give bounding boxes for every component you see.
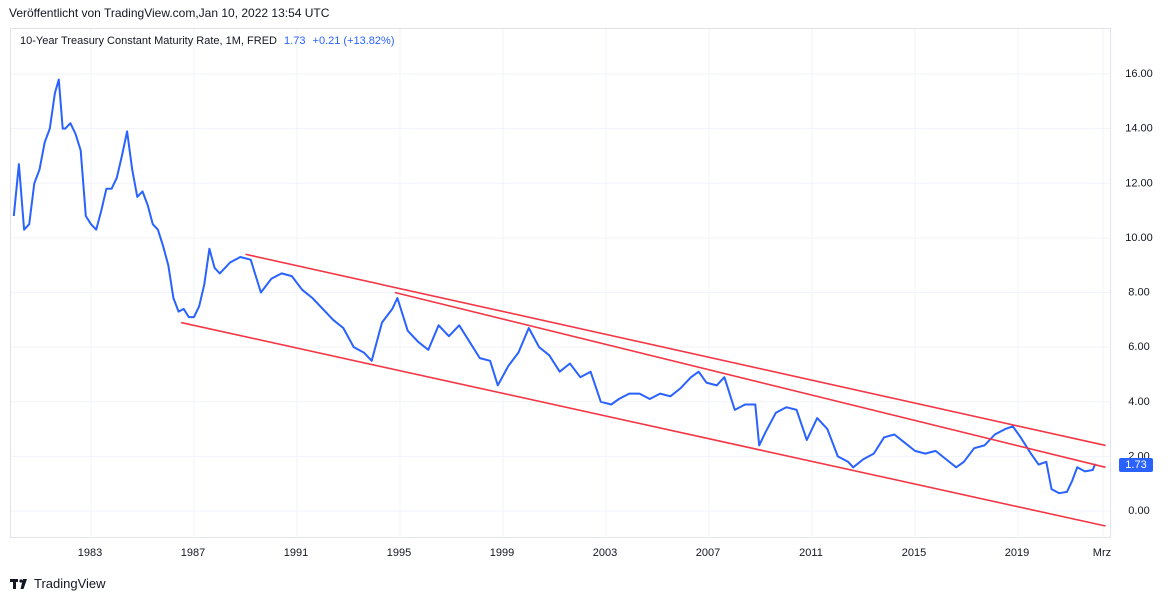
x-tick-label: 2019 (1005, 547, 1029, 559)
legend-change: +0.21 (+13.82%) (312, 35, 395, 47)
chart-area[interactable] (10, 28, 1112, 539)
trend-line-channel-lower[interactable] (180, 321, 1106, 527)
x-tick-label: 2007 (696, 547, 720, 559)
x-tick-label: Mrz (1093, 547, 1111, 559)
series-line[interactable] (12, 78, 1097, 495)
trend-line-channel-upper[interactable] (245, 253, 1106, 447)
published-note: Veröffentlicht von TradingView.com,Jan 1… (9, 6, 330, 20)
y-tick-label: 4.00 (1128, 396, 1149, 408)
x-tick-label: 2011 (799, 547, 823, 559)
x-tick-label: 1995 (387, 547, 411, 559)
y-tick-label: 0.00 (1128, 505, 1149, 517)
x-tick-label: 1983 (78, 547, 102, 559)
x-tick-label: 1999 (490, 547, 514, 559)
y-tick-label: 12.00 (1125, 177, 1153, 189)
x-tick-label: 1991 (284, 547, 308, 559)
x-tick-label: 2003 (593, 547, 617, 559)
x-tick-label: 1987 (181, 547, 205, 559)
legend-last-value: 1.73 (284, 35, 306, 47)
brand-label: TradingView (34, 576, 106, 591)
tradingview-logo-icon (10, 578, 27, 589)
legend-title: 10-Year Treasury Constant Maturity Rate,… (20, 35, 277, 47)
y-tick-label: 8.00 (1128, 287, 1149, 299)
y-tick-label: 10.00 (1125, 232, 1153, 244)
y-tick-label: 6.00 (1128, 341, 1149, 353)
y-tick-label: 14.00 (1125, 123, 1153, 135)
footer-brand[interactable]: TradingView (10, 576, 106, 591)
trend-line-channel-mid[interactable] (394, 291, 1106, 469)
y-tick-label: 16.00 (1125, 68, 1153, 80)
last-price-tag: 1.73 (1119, 458, 1153, 472)
chart-legend: 10-Year Treasury Constant Maturity Rate,… (20, 35, 394, 47)
chart-svg[interactable] (11, 29, 1112, 539)
x-tick-label: 2015 (902, 547, 926, 559)
